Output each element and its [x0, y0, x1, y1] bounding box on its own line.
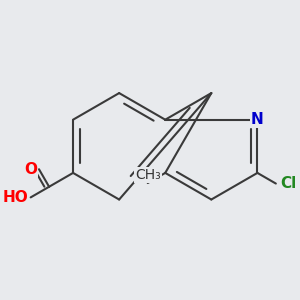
Text: CH₃: CH₃: [135, 168, 160, 182]
Text: N: N: [251, 112, 264, 127]
Text: Cl: Cl: [280, 176, 296, 191]
Text: HO: HO: [2, 190, 28, 205]
Text: O: O: [24, 162, 37, 177]
